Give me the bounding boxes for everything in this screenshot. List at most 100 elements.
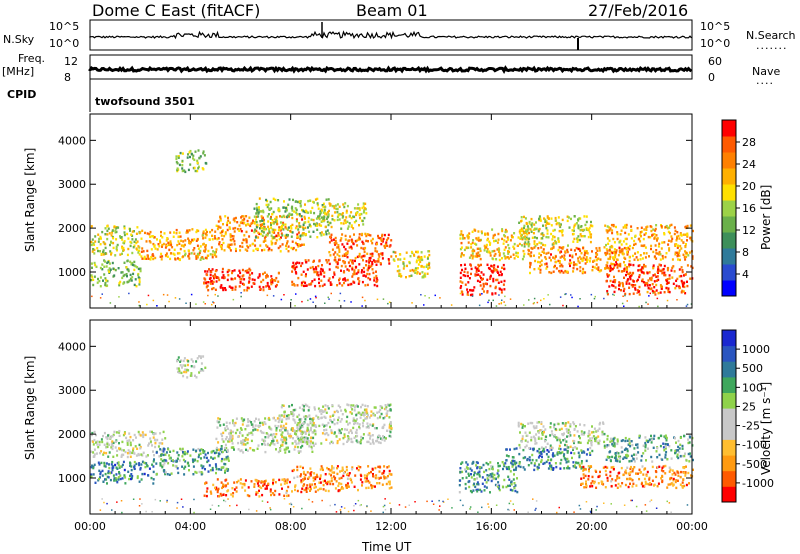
echo-cell: [385, 437, 387, 440]
echo-cell: [675, 279, 678, 282]
echo-cell: [412, 270, 415, 273]
echo-cell: [105, 451, 108, 455]
echo-cell: [252, 282, 255, 285]
echo-cell: [661, 285, 663, 288]
echo-cell: [530, 230, 533, 233]
echo-cell: [355, 439, 358, 442]
echo-cell: [94, 263, 97, 267]
echo-cell: [491, 477, 494, 481]
echo-cell: [521, 229, 524, 232]
echo-cell: [686, 303, 689, 306]
echo-cell: [235, 490, 238, 493]
echo-cell: [251, 272, 254, 275]
echo-cell: [221, 438, 224, 441]
echo-cell: [111, 444, 114, 448]
echo-cell: [488, 467, 491, 471]
echo-cell: [294, 445, 297, 448]
echo-cell: [336, 472, 339, 476]
echo-cell: [250, 222, 253, 225]
echo-cell: [283, 294, 285, 296]
echo-cell: [373, 276, 376, 280]
echo-cell: [146, 454, 149, 457]
echo-cell: [118, 442, 120, 445]
echo-cell: [498, 258, 501, 262]
echo-cell: [611, 267, 614, 271]
echo-cell: [667, 290, 670, 293]
echo-cell: [111, 435, 114, 438]
echo-cell: [266, 294, 269, 297]
echo-cell: [270, 223, 272, 227]
echo-cell: [149, 437, 152, 440]
echo-cell: [291, 209, 294, 212]
echo-cell: [359, 416, 362, 419]
echo-cell: [138, 278, 141, 281]
echo-cell: [274, 279, 277, 282]
echo-cell: [242, 443, 245, 446]
echo-cell: [224, 231, 227, 234]
echo-cell: [546, 229, 549, 232]
echo-cell: [370, 410, 373, 413]
echo-cell: [261, 480, 264, 484]
echo-cell: [639, 254, 642, 257]
echo-cell: [106, 436, 109, 439]
echo-cell: [320, 224, 323, 227]
echo-cell: [138, 463, 141, 467]
echo-cell: [529, 265, 531, 269]
echo-cell: [131, 251, 134, 255]
echo-cell: [371, 261, 374, 264]
echo-cell: [503, 267, 506, 271]
echo-cell: [268, 247, 271, 250]
echo-cell: [291, 429, 294, 432]
echo-cell: [284, 426, 287, 430]
echo-cell: [366, 440, 369, 444]
echo-cell: [140, 478, 143, 481]
echo-cell: [396, 269, 399, 273]
echo-cell: [362, 259, 364, 262]
echo-cell: [99, 451, 101, 455]
echo-cell: [548, 222, 551, 225]
echo-cell: [322, 468, 324, 472]
echo-cell: [284, 234, 287, 237]
echo-cell: [225, 458, 228, 461]
echo-cell: [336, 465, 339, 468]
echo-cell: [574, 425, 577, 428]
nave-tick-bottom: 0: [708, 71, 715, 84]
echo-cell: [521, 435, 524, 438]
echo-cell: [304, 203, 306, 206]
echo-cell: [679, 232, 682, 235]
echo-cell: [219, 231, 222, 235]
echo-cell: [549, 303, 551, 306]
echo-cell: [513, 486, 516, 490]
echo-cell: [681, 281, 684, 284]
echo-cell: [680, 274, 683, 278]
echo-cell: [636, 292, 638, 294]
echo-cell: [187, 360, 190, 363]
echo-cell: [301, 444, 304, 448]
echo-cell: [135, 241, 138, 245]
echo-cell: [195, 471, 198, 474]
echo-cell: [411, 302, 413, 304]
echo-cell: [215, 471, 217, 475]
echo-cell: [636, 251, 639, 254]
echo-cell: [530, 217, 533, 221]
echo-cell: [199, 369, 202, 372]
echo-cell: [387, 480, 390, 484]
echo-cell: [302, 228, 305, 231]
echo-cell: [365, 260, 368, 263]
echo-cell: [654, 244, 657, 247]
echo-cell: [358, 427, 361, 430]
echo-cell: [286, 228, 289, 231]
echo-cell: [309, 428, 312, 431]
echo-cell: [231, 419, 234, 422]
echo-cell: [283, 410, 286, 414]
echo-cell: [93, 438, 96, 442]
echo-cell: [225, 467, 228, 471]
echo-cell: [231, 286, 234, 290]
echo-cell: [530, 436, 533, 439]
echo-cell: [184, 364, 187, 367]
echo-cell: [298, 200, 301, 203]
echo-cell: [333, 206, 336, 210]
echo-cell: [164, 437, 167, 440]
echo-cell: [523, 468, 526, 471]
echo-cell: [661, 254, 664, 258]
